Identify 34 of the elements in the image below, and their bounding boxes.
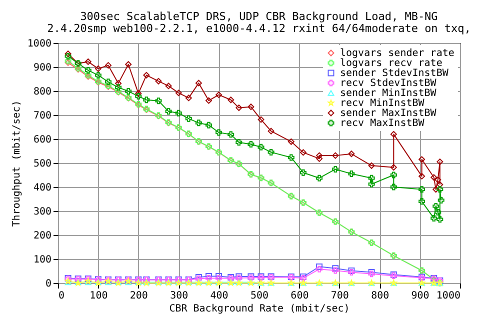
x-tick-label: 1000: [436, 290, 460, 302]
chart-title: 300sec ScalableTCP DRS, UDP CBR Background Load, MB-NG: [80, 10, 438, 23]
legend-label: sender StdevInstBW: [340, 68, 450, 79]
y-axis-title: Throughput (mbit/sec): [11, 100, 22, 227]
y-tick-label: 1000: [27, 38, 52, 50]
y-tick-label: 100: [33, 254, 52, 266]
x-tick-label: 900: [411, 290, 430, 302]
x-tick-label: 700: [330, 290, 349, 302]
y-tick-label: 900: [33, 62, 52, 74]
legend-label: sender MinInstBW: [340, 88, 438, 99]
x-tick-label: 600: [290, 290, 309, 302]
y-tick-label: 200: [33, 230, 52, 242]
x-axis-title: CBR Background Rate (mbit/sec): [169, 304, 350, 314]
y-tick-label: 500: [33, 158, 52, 170]
y-tick-label: 400: [33, 182, 52, 194]
y-tick-label: 700: [33, 110, 52, 122]
x-tick-label: 200: [130, 290, 148, 302]
x-tick-label: 300: [170, 290, 188, 302]
y-tick-label: 0: [45, 278, 52, 290]
legend-label: logvars sender rate: [340, 48, 454, 59]
x-tick-label: 500: [250, 290, 269, 302]
legend-label: recv MinInstBW: [340, 98, 426, 109]
x-tick-label: 100: [90, 290, 108, 302]
y-tick-label: 800: [33, 86, 52, 98]
x-tick-label: 800: [371, 290, 390, 302]
legend-label: sender MaxInstBW: [340, 108, 438, 119]
legend-label: logvars recv rate: [340, 58, 442, 69]
y-tick-label: 300: [33, 206, 52, 218]
legend-label: recv MaxInstBW: [340, 118, 426, 129]
x-tick-label: 0: [58, 290, 65, 302]
x-tick-label: 400: [210, 290, 228, 302]
legend-label: recv StdevInstBW: [340, 78, 438, 89]
chart-subtitle: 2.4.20smp web100-2.2.1, e1000-4.4.12 rxint 64/64moderate on txq,: [47, 22, 471, 35]
y-tick-label: 600: [33, 134, 52, 146]
